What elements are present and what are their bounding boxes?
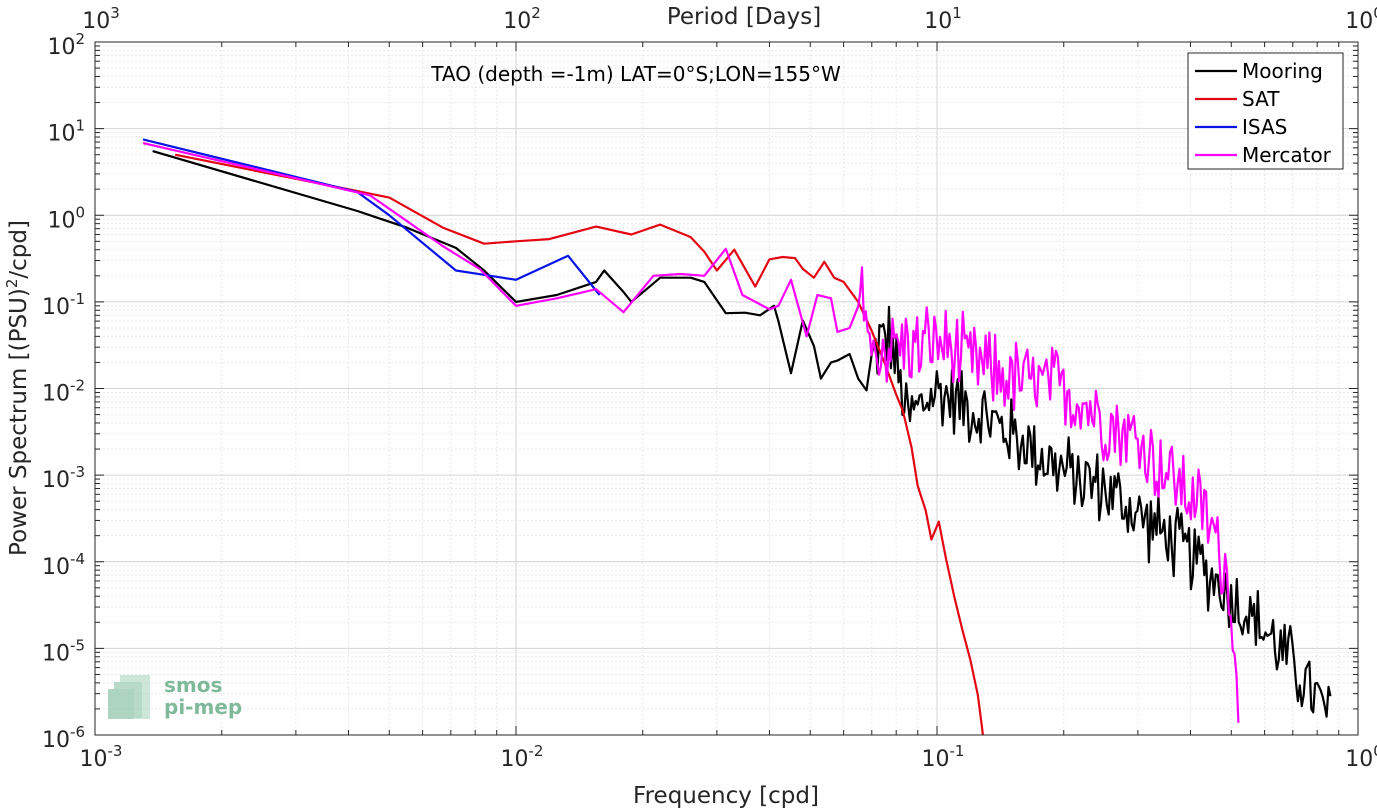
x-tick-label: 10-1 <box>922 742 965 772</box>
top-tick-label: 100 <box>1345 4 1377 34</box>
legend-label-sat: SAT <box>1242 87 1280 111</box>
x-tick-label: 100 <box>1345 742 1377 772</box>
series-line-sat <box>174 153 984 735</box>
logo-mark <box>108 675 150 719</box>
tick-marks <box>94 41 1359 736</box>
y-tick-label: 10-4 <box>42 550 85 580</box>
y-tick-label: 10-6 <box>42 723 85 753</box>
y-tick-labels: 10-6 10-5 10-4 10-3 10-2 10-1 100 101 102 <box>42 30 85 753</box>
legend-label-mercator: Mercator <box>1242 143 1332 167</box>
y-tick-label: 101 <box>47 117 85 147</box>
smos-pi-mep-logo: smos pi-mep <box>108 673 242 719</box>
chart-title: TAO (depth =-1m) LAT=0°S;LON=155°W <box>430 62 841 86</box>
y-tick-label: 10-5 <box>42 636 85 666</box>
logo-text-smos: smos <box>164 673 222 697</box>
y-tick-label: 10-2 <box>42 377 85 407</box>
logo-text-pi-mep: pi-mep <box>164 695 242 719</box>
x-tick-labels: 10-3 10-2 10-1 100 <box>80 742 1377 772</box>
y-tick-label: 102 <box>47 30 85 60</box>
series-line-mercator <box>142 142 1240 723</box>
y-axis-label: Power Spectrum [(PSU)2/cpd] <box>3 220 32 556</box>
x-tick-label: 10-3 <box>80 742 123 772</box>
y-tick-label: 10-1 <box>42 290 85 320</box>
top-tick-label: 101 <box>924 4 962 34</box>
top-axis-label: Period [Days] <box>667 4 821 30</box>
x-axis-label: Frequency [cpd] <box>633 783 819 809</box>
top-tick-labels: 103 102 101 100 <box>82 4 1377 34</box>
legend-box <box>1187 52 1344 170</box>
series-layer <box>142 138 1332 735</box>
y-tick-label: 100 <box>47 203 85 233</box>
x-tick-label: 10-2 <box>501 742 544 772</box>
legend-label-isas: ISAS <box>1242 115 1287 139</box>
top-tick-label: 102 <box>503 4 541 34</box>
legend-label-mooring: Mooring <box>1242 59 1323 83</box>
legend: Mooring SAT ISAS Mercator <box>1187 52 1344 170</box>
top-tick-label: 103 <box>82 4 120 34</box>
series-line-isas <box>142 138 601 296</box>
y-tick-label: 10-3 <box>42 463 85 493</box>
